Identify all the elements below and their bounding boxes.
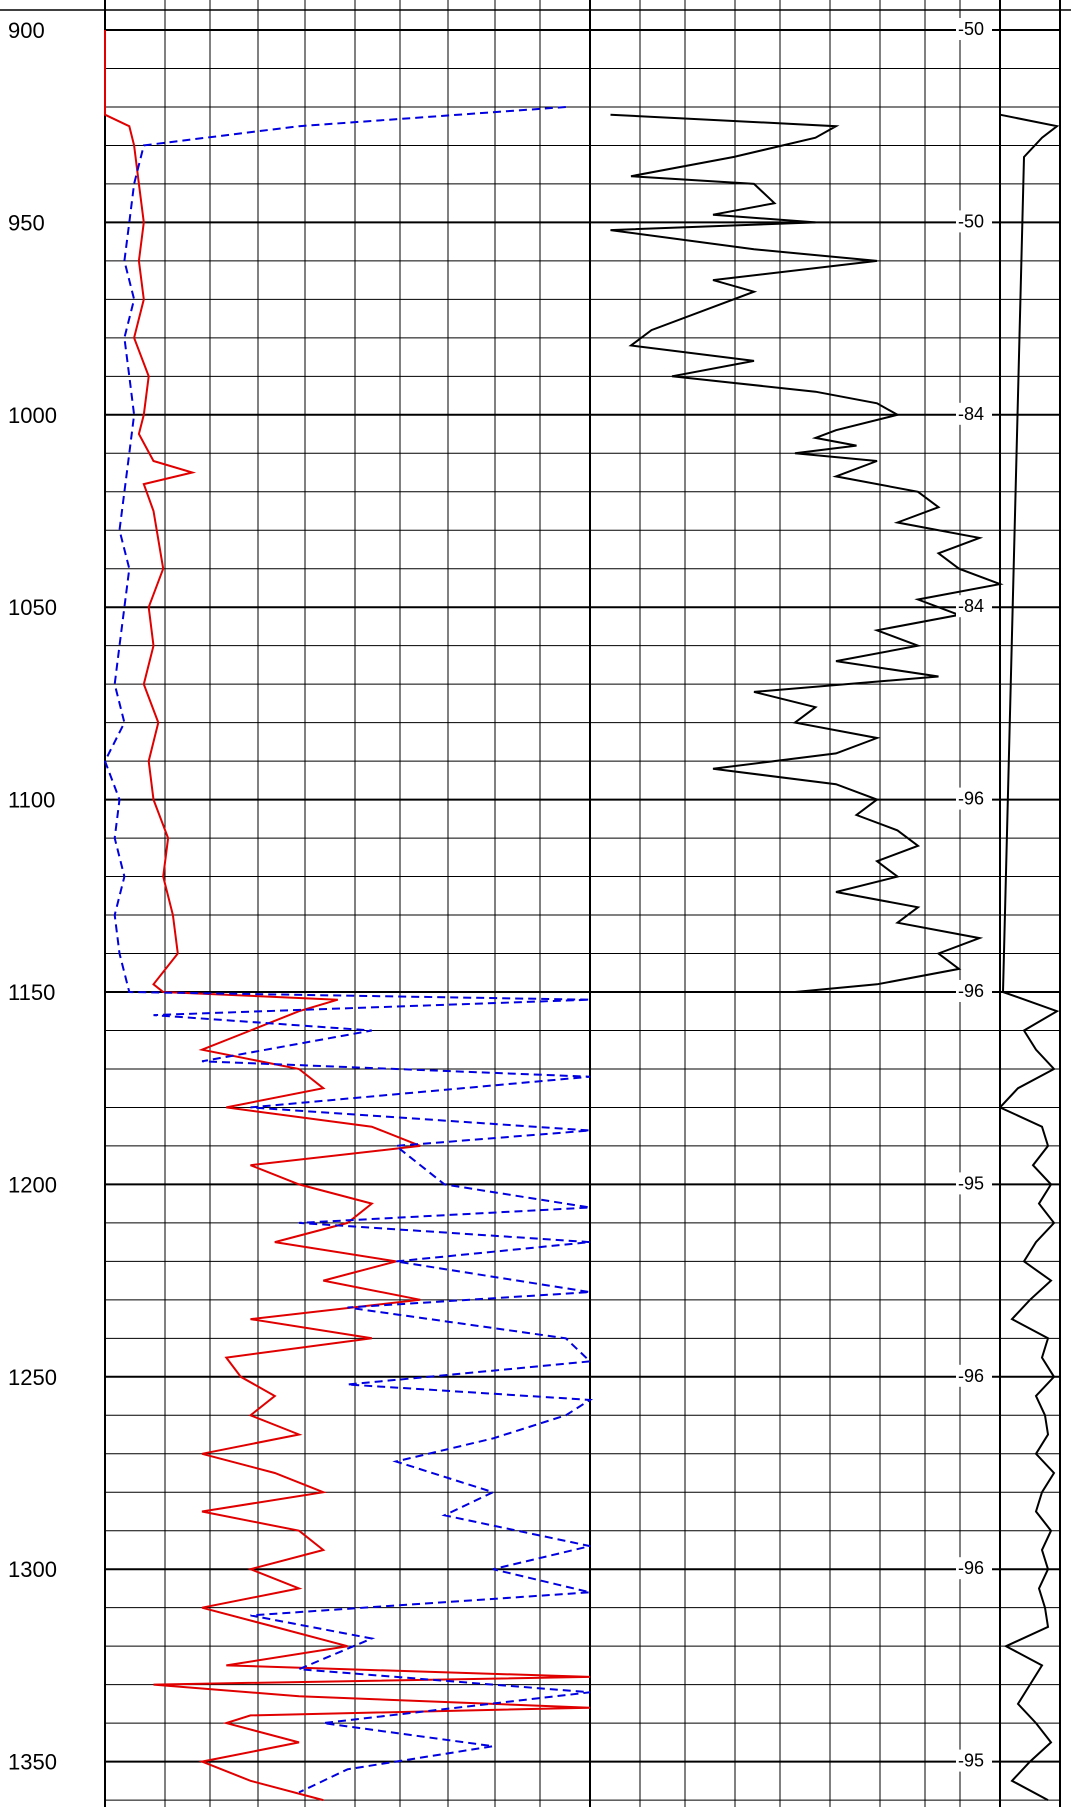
depth-tick-label: 1250	[8, 1365, 57, 1390]
depth-tick-label: 1000	[8, 403, 57, 428]
log-curve-1	[104, 30, 591, 1802]
depth-tick-label: 1350	[8, 1750, 57, 1775]
depth-marker-label: -96	[958, 789, 984, 809]
marker-label-background	[956, 787, 992, 810]
marker-label-background	[956, 1749, 992, 1772]
depth-tick-label: 1100	[8, 788, 55, 813]
marker-label-background	[956, 980, 992, 1002]
depth-marker-label: -96	[958, 981, 984, 1001]
depth-marker-label: -50	[958, 211, 984, 231]
marker-label-background	[956, 1364, 992, 1387]
depth-tick-label: 900	[8, 18, 45, 43]
log-curve-4	[998, 113, 1060, 1801]
depth-tick-label: 1050	[8, 595, 57, 620]
marker-label-background	[956, 18, 992, 40]
axis-labels: 900 950 1000 1050 1100 1150 1200 1250 1300 1350 -5…	[8, 18, 992, 1775]
depth-marker-label: -95	[958, 1173, 984, 1193]
marker-label-background	[956, 210, 992, 233]
marker-label-background	[956, 1172, 992, 1195]
depth-marker-label: -84	[958, 596, 984, 616]
depth-marker-label: -95	[958, 1751, 984, 1771]
depth-tick-label: 1300	[8, 1557, 57, 1582]
log-curves	[103, 30, 1060, 1802]
depth-tick-label: 1200	[8, 1172, 57, 1197]
depth-marker-label: -84	[958, 404, 984, 424]
marker-label-background	[956, 595, 992, 618]
log-curve-3	[610, 113, 1004, 993]
depth-tick-label: 1150	[8, 980, 55, 1005]
marker-label-background	[956, 402, 992, 425]
depth-marker-label: -96	[958, 1558, 984, 1578]
depth-marker-label: -96	[958, 1366, 984, 1386]
depth-tick-label: 950	[8, 210, 45, 235]
depth-marker-label: -50	[958, 19, 984, 39]
marker-label-background	[956, 1557, 992, 1580]
log-curve-2	[103, 106, 594, 1794]
